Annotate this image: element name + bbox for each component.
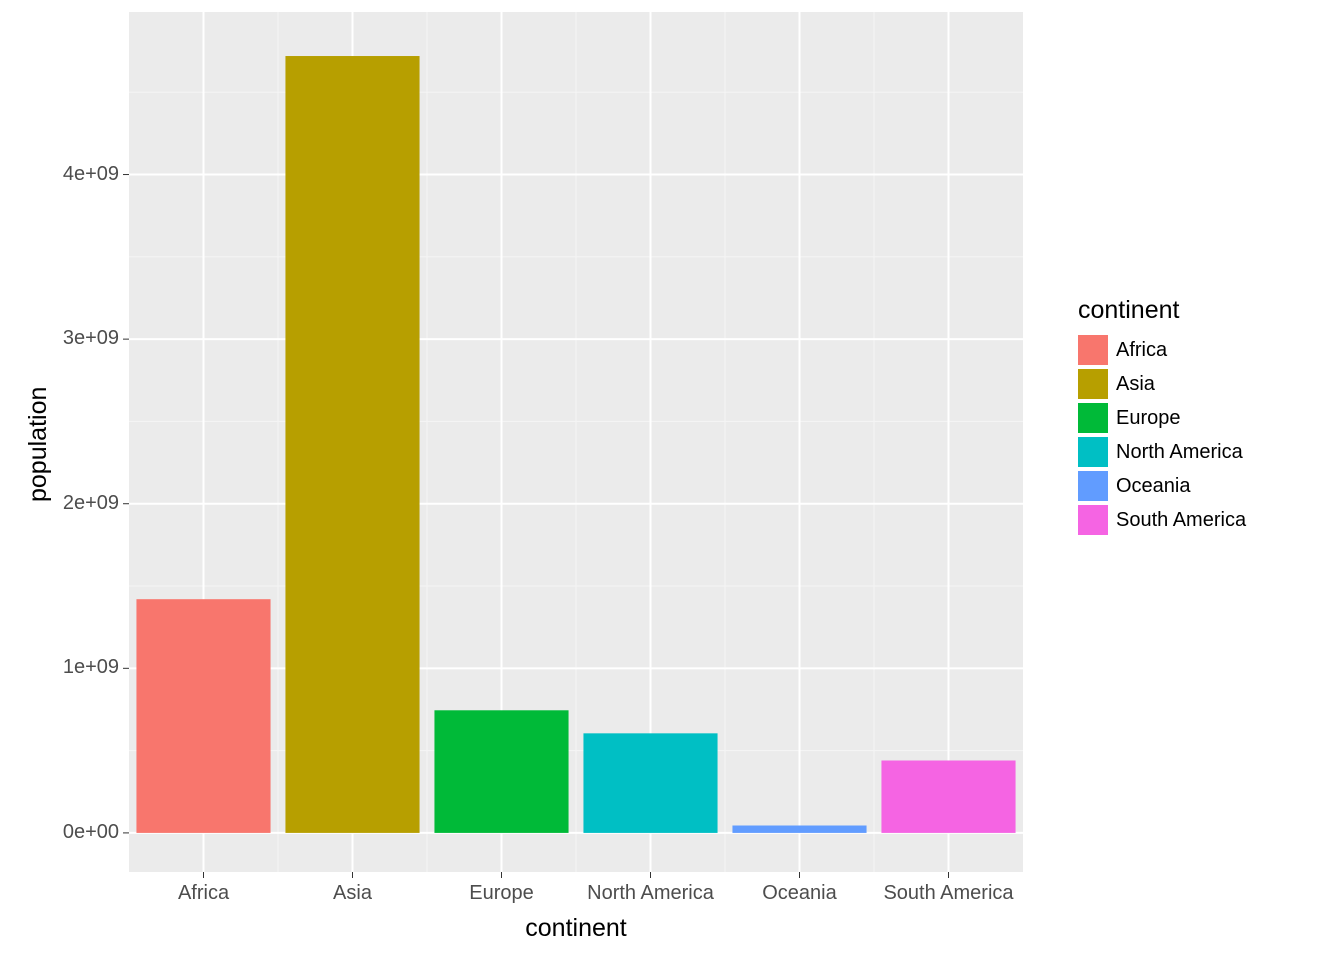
- legend-item: Europe: [1078, 403, 1246, 433]
- bar: [881, 760, 1015, 832]
- x-tick-label: Africa: [124, 882, 284, 905]
- legend-label: Oceania: [1116, 475, 1191, 498]
- legend-swatch: [1078, 437, 1108, 467]
- x-tick-label: Oceania: [720, 882, 880, 905]
- legend-swatch: [1078, 369, 1108, 399]
- bar-chart: 0e+001e+092e+093e+094e+09AfricaAsiaEurop…: [0, 0, 1344, 960]
- x-tick-label: Asia: [273, 882, 433, 905]
- legend-title: continent: [1078, 296, 1246, 325]
- legend-label: Asia: [1116, 373, 1155, 396]
- y-tick-label: 1e+09: [63, 656, 119, 679]
- legend-swatch: [1078, 335, 1108, 365]
- y-tick-label: 2e+09: [63, 492, 119, 515]
- y-axis-title: population: [24, 387, 53, 502]
- legend-label: Africa: [1116, 339, 1167, 362]
- legend-item: Asia: [1078, 369, 1246, 399]
- x-tick-label: North America: [571, 882, 731, 905]
- legend-swatch: [1078, 403, 1108, 433]
- bar: [583, 733, 717, 833]
- x-tick-label: Europe: [422, 882, 582, 905]
- legend-item: North America: [1078, 437, 1246, 467]
- bar: [285, 56, 419, 833]
- x-tick-label: South America: [869, 882, 1029, 905]
- bar: [434, 710, 568, 833]
- legend: continent Africa Asia Europe North America Oc…: [1078, 296, 1246, 539]
- x-axis-title: continent: [129, 914, 1023, 943]
- bar: [732, 826, 866, 833]
- legend-label: North America: [1116, 441, 1243, 464]
- legend-item: Africa: [1078, 335, 1246, 365]
- y-tick-label: 3e+09: [63, 327, 119, 350]
- legend-label: Europe: [1116, 407, 1181, 430]
- legend-item: Oceania: [1078, 471, 1246, 501]
- legend-item: South America: [1078, 505, 1246, 535]
- y-tick-label: 4e+09: [63, 163, 119, 186]
- legend-swatch: [1078, 471, 1108, 501]
- legend-label: South America: [1116, 509, 1246, 532]
- legend-swatch: [1078, 505, 1108, 535]
- bar: [136, 599, 270, 833]
- y-tick-label: 0e+00: [63, 821, 119, 844]
